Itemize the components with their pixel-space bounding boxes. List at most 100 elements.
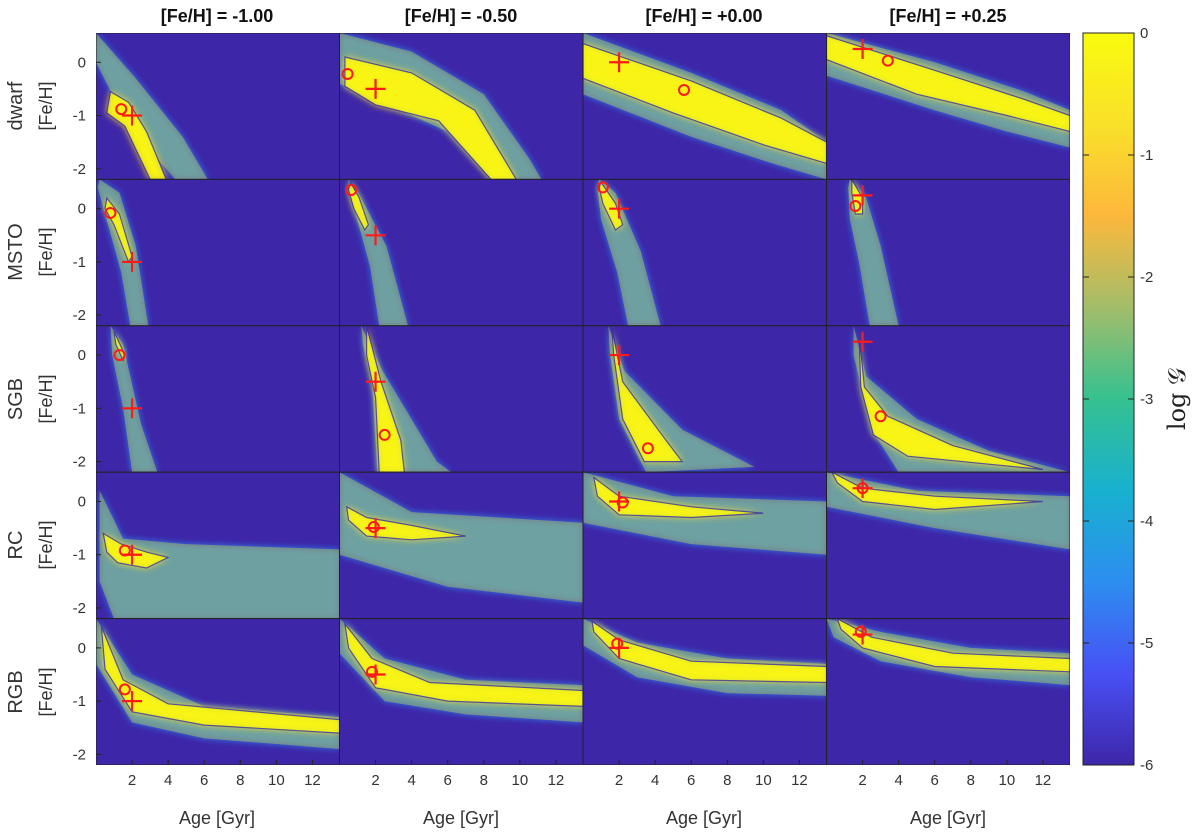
column-title: [Fe/H] = -1.00: [161, 6, 274, 26]
x-tick-label: 8: [480, 772, 488, 789]
estimate-marker: [118, 683, 131, 696]
row-label: RC: [5, 531, 27, 560]
colorbar-tick-label: -6: [1140, 757, 1153, 774]
estimate-marker: [616, 496, 629, 509]
likelihood-contour: [113, 330, 126, 363]
y-tick-label: -2: [73, 307, 86, 324]
x-tick-label: 4: [407, 772, 415, 789]
x-tick-label: 12: [791, 772, 808, 789]
panel: [339, 178, 584, 327]
colorbar-ticks: 0 -1 -2 -3 -4 -5 -6: [1083, 25, 1153, 774]
x-tick-label: 6: [931, 772, 939, 789]
y-tick-label: -2: [73, 746, 86, 763]
panel: [339, 33, 584, 180]
panel: [826, 618, 1070, 765]
panel: [96, 618, 340, 765]
estimate-marker: [881, 54, 894, 67]
estimate-marker: [854, 625, 867, 638]
y-tick-label: 0: [78, 493, 86, 510]
estimate-marker: [611, 637, 624, 650]
panel: [339, 471, 584, 620]
panel: [582, 33, 827, 180]
colorbar-label: log 𝒢: [1163, 368, 1191, 430]
x-tick-label: 8: [723, 772, 731, 789]
colorbar-tick-label: -1: [1140, 147, 1153, 164]
estimate-marker: [118, 544, 131, 557]
x-tick-label: 10: [755, 772, 772, 789]
likelihood-contour: [343, 621, 583, 708]
likelihood-contour: [831, 472, 1043, 511]
likelihood-band: [96, 33, 208, 180]
panel-frame: [826, 618, 1070, 765]
column-titles: [Fe/H] = -1.00 [Fe/H] = -0.50 [Fe/H] = +…: [161, 6, 1007, 26]
x-tick-label: 6: [200, 772, 208, 789]
y-tick-label: -1: [73, 693, 86, 710]
likelihood-contour: [836, 618, 1070, 673]
estimate-marker: [856, 482, 869, 495]
y-tick-label: 0: [78, 640, 86, 657]
y-tick-label: -2: [73, 600, 86, 617]
estimate-marker: [345, 184, 358, 197]
estimate-marker: [378, 428, 391, 441]
panel: [582, 471, 827, 620]
x-tick-label: 2: [128, 772, 136, 789]
y-tick-label: 0: [78, 201, 86, 218]
x-axis-label: Age [Gyr]: [910, 808, 986, 828]
x-tick-label: 2: [858, 772, 866, 789]
panel: [826, 325, 1070, 473]
colorbar: 0 -1 -2 -3 -4 -5 -6 log 𝒢: [1082, 25, 1191, 774]
estimate-marker: [874, 410, 887, 423]
row-labels: dwarf MSTO SGB RC RGB: [5, 81, 27, 714]
estimate-marker: [113, 349, 126, 362]
estimate-marker: [641, 442, 654, 455]
y-axis-label: [Fe/H]: [36, 520, 56, 569]
column-title: [Fe/H] = +0.25: [889, 6, 1006, 26]
x-tick-label: 10: [268, 772, 285, 789]
likelihood-contour: [344, 56, 517, 180]
estimate-marker: [367, 521, 380, 534]
colorbar-tick-label: -3: [1140, 391, 1153, 408]
panel: [826, 33, 1070, 180]
panel: [96, 33, 340, 180]
column-title: [Fe/H] = -0.50: [405, 6, 518, 26]
y-axis-label: [Fe/H]: [36, 227, 56, 276]
estimate-marker: [849, 200, 862, 213]
x-tick-label: 6: [687, 772, 695, 789]
panel: [582, 178, 827, 327]
x-axis-label: Age [Gyr]: [179, 808, 255, 828]
colorbar-tick-label: -2: [1140, 269, 1153, 286]
panel: [96, 471, 340, 620]
x-tick-label: 2: [371, 772, 379, 789]
y-tick-label: -2: [73, 454, 86, 471]
panels: [96, 33, 1070, 765]
likelihood-contour: [583, 42, 827, 165]
panel: [582, 325, 827, 473]
panel: [339, 325, 584, 473]
y-tick-label: -1: [73, 108, 86, 125]
column-title: [Fe/H] = +0.00: [645, 6, 762, 26]
likelihood-contour: [598, 180, 624, 231]
x-tick-label: 4: [164, 772, 172, 789]
likelihood-band: [339, 472, 583, 603]
x-axis-label: Age [Gyr]: [666, 808, 742, 828]
x-tick-label: 12: [548, 772, 565, 789]
x-tick-label: 6: [444, 772, 452, 789]
x-axis-labels: Age [Gyr] Age [Gyr] Age [Gyr] Age [Gyr]: [179, 808, 986, 828]
y-tick-label: -1: [73, 400, 86, 417]
panel: [339, 618, 584, 765]
likelihood-contour: [591, 620, 827, 684]
x-tick-label: 8: [967, 772, 975, 789]
panel: [96, 325, 340, 473]
row-label: SGB: [5, 378, 27, 420]
estimate-marker: [596, 181, 609, 194]
y-tick-label: 0: [78, 347, 86, 364]
y-tick-label: 0: [78, 54, 86, 71]
row-label: RGB: [5, 670, 27, 713]
panel: [582, 618, 827, 765]
panel: [96, 178, 340, 327]
colorbar-gradient: [1082, 32, 1135, 766]
x-tick-label: 12: [1035, 772, 1052, 789]
y-axis-label: [Fe/H]: [36, 667, 56, 716]
estimate-marker: [104, 206, 117, 219]
